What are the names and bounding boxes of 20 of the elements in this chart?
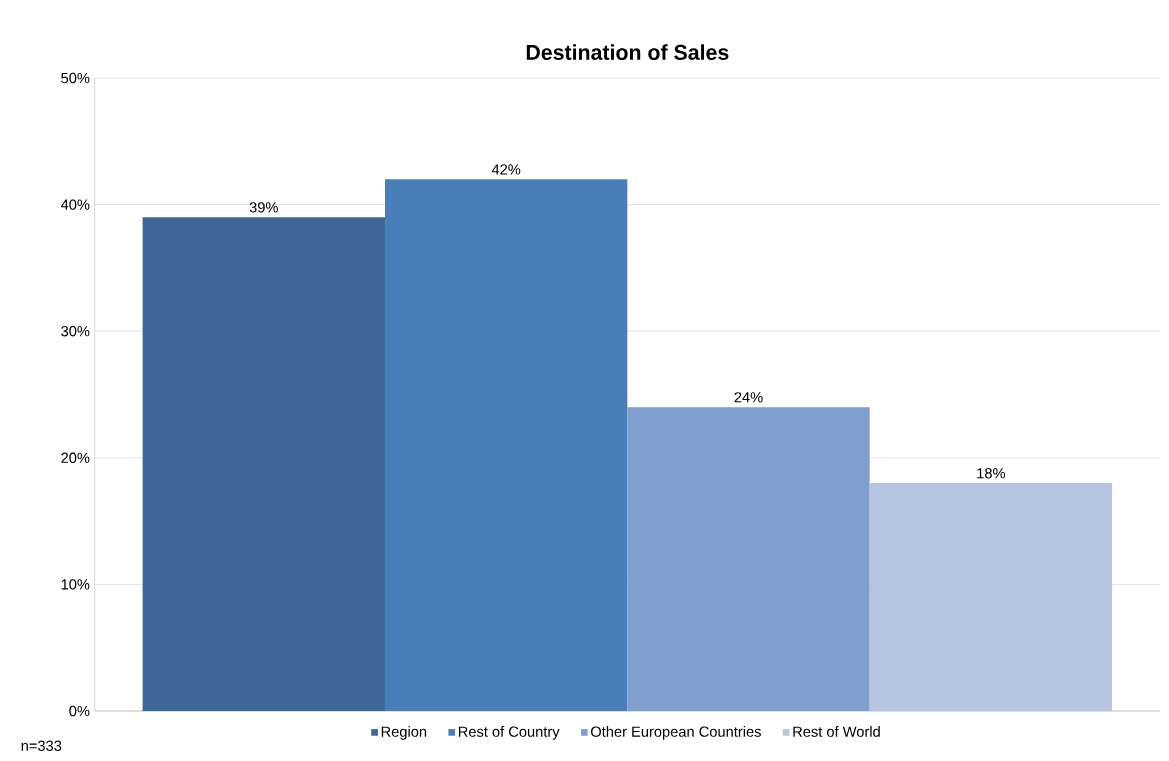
data-label: 39% <box>249 202 278 213</box>
y-tick-label: 40% <box>60 199 90 210</box>
y-tick-label: 0% <box>69 705 90 717</box>
bar <box>142 217 385 711</box>
legend-label: Rest of Country <box>458 726 560 740</box>
bar <box>627 407 870 711</box>
data-label: 18% <box>977 468 1006 479</box>
legend-label: Region <box>381 726 427 740</box>
text: n=333 <box>21 740 62 751</box>
y-tick-label: 30% <box>61 326 90 337</box>
data-label: 42% <box>491 164 521 175</box>
y-tick-label: 20% <box>61 452 90 463</box>
data-label: 24% <box>734 392 763 403</box>
bar <box>869 483 1113 711</box>
y-tick-label: 50% <box>61 72 90 84</box>
legend-label: Other European Countries <box>590 726 761 740</box>
y-tick-label: 10% <box>61 579 90 590</box>
legend-label: Rest of World <box>793 726 880 737</box>
chart-title: Destination of Sales <box>526 44 729 60</box>
bar <box>384 179 628 711</box>
